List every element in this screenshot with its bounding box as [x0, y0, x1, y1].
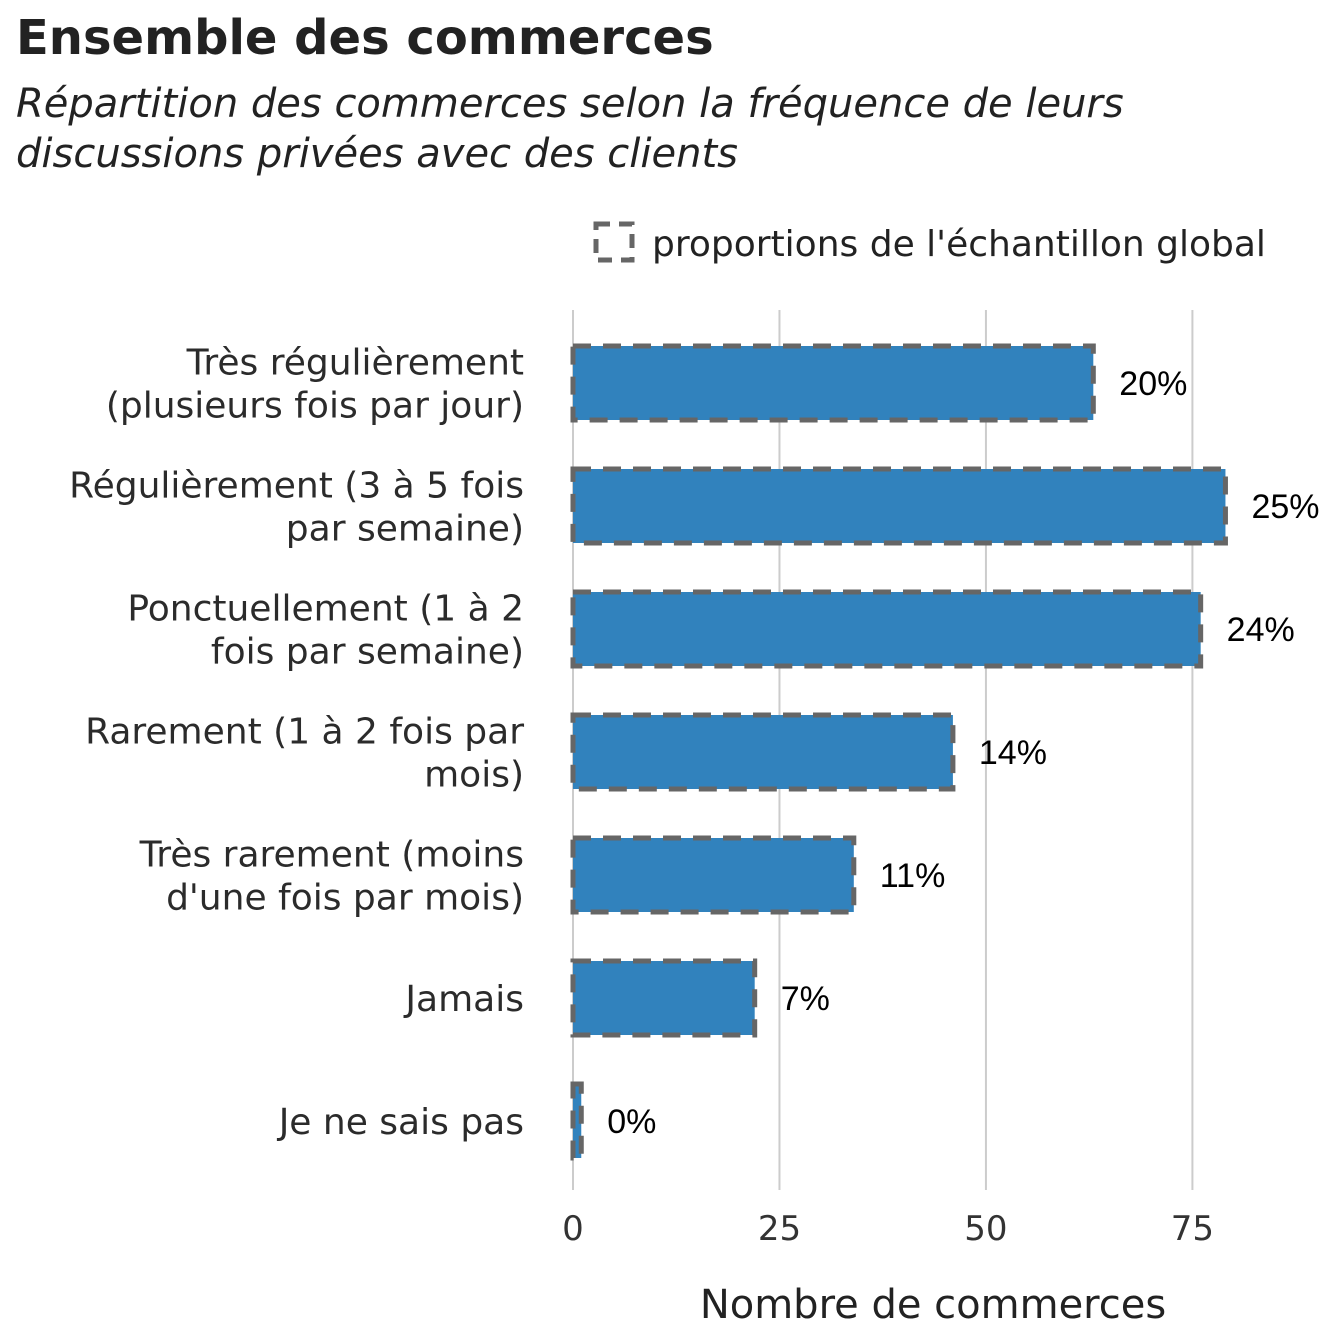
- legend: proportions de l'échantillon global: [593, 221, 1266, 265]
- value-label: 24%: [1227, 611, 1295, 649]
- category-label-line: par semaine): [286, 509, 524, 550]
- category-label-line: mois): [424, 755, 524, 796]
- global-proportion-outline: [570, 589, 1204, 669]
- category-labels: Très régulièrement (plusieurs fois par jo…: [69, 343, 524, 1144]
- value-label: 14%: [979, 734, 1047, 772]
- category-label-line: Je ne sais pas: [277, 1102, 524, 1143]
- category-label-line: Très régulièrement: [186, 343, 524, 384]
- bar: [573, 592, 1201, 666]
- category-label: Ponctuellement (1 à 2 fois par semaine): [127, 589, 524, 673]
- category-label-line: Régulièrement (3 à 5 fois: [69, 466, 524, 507]
- chart-subtitle-line-2: discussions privées avec des clients: [16, 131, 738, 177]
- x-tick-label: 25: [758, 1209, 801, 1249]
- global-proportion-outlines: [570, 343, 1228, 1161]
- category-label-line: Rarement (1 à 2 fois par: [85, 712, 524, 753]
- global-proportion-outline: [570, 1081, 584, 1161]
- category-label-line: d'une fois par mois): [166, 878, 524, 919]
- bar: [573, 715, 953, 789]
- global-proportion-outline: [570, 466, 1228, 546]
- category-label: Très rarement (moins d'une fois par mois): [139, 835, 524, 919]
- x-axis-title: Nombre de commerces: [700, 1282, 1166, 1328]
- global-proportion-outline: [570, 712, 956, 792]
- category-label: Très régulièrement (plusieurs fois par jo…: [106, 343, 524, 427]
- x-tick-label: 50: [964, 1209, 1007, 1249]
- bar: [573, 1084, 582, 1158]
- value-label: 11%: [880, 857, 946, 895]
- value-label: 25%: [1251, 488, 1319, 526]
- category-label: Jamais: [403, 979, 524, 1020]
- bar: [573, 838, 854, 912]
- category-label: Régulièrement (3 à 5 fois par semaine): [69, 466, 524, 550]
- category-label-line: Jamais: [403, 979, 524, 1020]
- category-label-line: Très rarement (moins: [139, 835, 524, 876]
- value-label: 0%: [607, 1103, 656, 1141]
- global-proportion-outline: [570, 835, 857, 915]
- value-labels: 20% 25% 24% 14% 11% 7% 0%: [607, 365, 1319, 1141]
- category-label: Rarement (1 à 2 fois par mois): [85, 712, 524, 796]
- chart-title: Ensemble des commerces: [16, 10, 714, 66]
- value-label: 20%: [1119, 365, 1187, 403]
- global-proportion-outline: [570, 958, 758, 1038]
- category-label: Je ne sais pas: [277, 1102, 524, 1143]
- value-label: 7%: [781, 980, 830, 1018]
- bar: [573, 961, 755, 1035]
- x-tick-label: 0: [562, 1209, 584, 1249]
- global-proportion-outline: [570, 343, 1096, 423]
- category-label-line: fois par semaine): [211, 632, 524, 673]
- category-label-line: (plusieurs fois par jour): [106, 386, 524, 427]
- legend-key: [593, 221, 635, 263]
- chart-subtitle-line-1: Répartition des commerces selon la fréqu…: [16, 81, 1124, 127]
- x-axis-ticks: 0 25 50 75: [562, 1209, 1214, 1249]
- bar: [573, 346, 1094, 420]
- category-label-line: Ponctuellement (1 à 2: [127, 589, 524, 630]
- bar: [573, 469, 1226, 543]
- x-tick-label: 75: [1171, 1209, 1214, 1249]
- legend-label: proportions de l'échantillon global: [652, 224, 1266, 265]
- bars: [573, 346, 1226, 1158]
